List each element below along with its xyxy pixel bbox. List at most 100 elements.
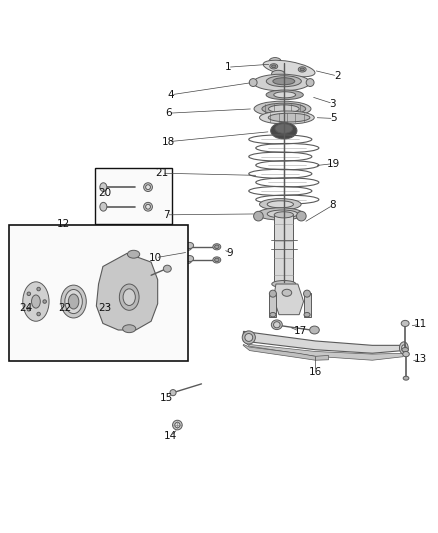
Ellipse shape: [272, 70, 285, 77]
Ellipse shape: [253, 74, 310, 91]
Ellipse shape: [274, 92, 296, 98]
Text: 13: 13: [414, 354, 427, 365]
Ellipse shape: [23, 282, 49, 321]
Ellipse shape: [268, 105, 299, 113]
Ellipse shape: [401, 320, 409, 327]
Ellipse shape: [297, 211, 306, 221]
Ellipse shape: [215, 258, 219, 262]
Ellipse shape: [263, 60, 315, 77]
Ellipse shape: [273, 78, 295, 85]
Text: 10: 10: [149, 253, 162, 263]
Ellipse shape: [65, 289, 82, 313]
Ellipse shape: [310, 326, 319, 334]
Ellipse shape: [262, 103, 306, 115]
Polygon shape: [96, 253, 158, 330]
Ellipse shape: [259, 111, 314, 124]
Ellipse shape: [100, 203, 107, 211]
Ellipse shape: [300, 68, 304, 71]
Ellipse shape: [144, 183, 152, 191]
Ellipse shape: [399, 342, 408, 354]
Ellipse shape: [271, 320, 283, 329]
Text: 18: 18: [162, 136, 175, 147]
Ellipse shape: [282, 289, 292, 296]
Text: 8: 8: [329, 200, 336, 210]
Ellipse shape: [270, 312, 276, 317]
Text: 22: 22: [58, 303, 71, 313]
Ellipse shape: [27, 292, 31, 296]
Ellipse shape: [257, 208, 304, 220]
Bar: [274, 215, 293, 284]
Ellipse shape: [245, 334, 253, 342]
Ellipse shape: [304, 312, 310, 317]
Ellipse shape: [144, 203, 152, 211]
Ellipse shape: [267, 210, 298, 218]
Ellipse shape: [170, 390, 176, 395]
Ellipse shape: [267, 201, 293, 208]
Polygon shape: [243, 340, 404, 360]
Bar: [269, 293, 276, 317]
Ellipse shape: [123, 325, 136, 333]
Ellipse shape: [163, 265, 171, 272]
Bar: [95, 167, 172, 223]
Text: 20: 20: [99, 188, 112, 198]
Ellipse shape: [272, 65, 276, 68]
Ellipse shape: [37, 312, 40, 316]
Ellipse shape: [173, 420, 182, 430]
Ellipse shape: [145, 185, 150, 190]
Ellipse shape: [37, 287, 40, 291]
Ellipse shape: [269, 58, 281, 66]
Text: 16: 16: [309, 367, 322, 377]
Ellipse shape: [32, 295, 40, 308]
Polygon shape: [274, 284, 304, 314]
Ellipse shape: [270, 64, 278, 69]
Ellipse shape: [266, 76, 301, 87]
Bar: [304, 293, 311, 317]
Ellipse shape: [68, 294, 79, 309]
Polygon shape: [243, 344, 328, 360]
Ellipse shape: [61, 285, 86, 318]
Ellipse shape: [269, 290, 276, 297]
Text: 23: 23: [99, 303, 112, 313]
Ellipse shape: [273, 322, 280, 328]
Text: 21: 21: [155, 168, 169, 178]
Ellipse shape: [145, 204, 150, 209]
Ellipse shape: [403, 376, 409, 380]
Ellipse shape: [272, 280, 296, 287]
Ellipse shape: [304, 290, 311, 297]
Text: 1: 1: [224, 62, 231, 72]
Ellipse shape: [123, 289, 135, 305]
Ellipse shape: [127, 251, 140, 258]
Text: 7: 7: [163, 210, 170, 220]
Text: 3: 3: [329, 99, 336, 109]
Bar: [32, 280, 40, 324]
Text: 14: 14: [164, 431, 177, 441]
Text: 11: 11: [414, 319, 427, 329]
Ellipse shape: [213, 244, 221, 250]
Ellipse shape: [402, 345, 406, 351]
Ellipse shape: [158, 242, 165, 249]
Ellipse shape: [186, 243, 194, 248]
Text: 9: 9: [226, 248, 233, 259]
Ellipse shape: [275, 124, 293, 133]
Ellipse shape: [215, 245, 219, 248]
Ellipse shape: [27, 308, 31, 311]
Ellipse shape: [185, 256, 192, 263]
Text: 5: 5: [330, 114, 337, 124]
Text: 17: 17: [293, 326, 307, 336]
Ellipse shape: [249, 78, 257, 86]
Ellipse shape: [100, 183, 107, 191]
Text: 2: 2: [334, 71, 341, 81]
Ellipse shape: [259, 199, 301, 210]
Ellipse shape: [268, 113, 310, 122]
Ellipse shape: [175, 423, 180, 427]
Ellipse shape: [186, 255, 194, 262]
Ellipse shape: [266, 90, 303, 100]
Ellipse shape: [274, 212, 293, 218]
Text: 6: 6: [165, 108, 172, 118]
Ellipse shape: [242, 331, 255, 344]
Text: 4: 4: [167, 90, 174, 100]
Ellipse shape: [158, 255, 165, 262]
Ellipse shape: [254, 101, 311, 117]
Ellipse shape: [213, 257, 221, 263]
Text: 24: 24: [19, 303, 32, 313]
